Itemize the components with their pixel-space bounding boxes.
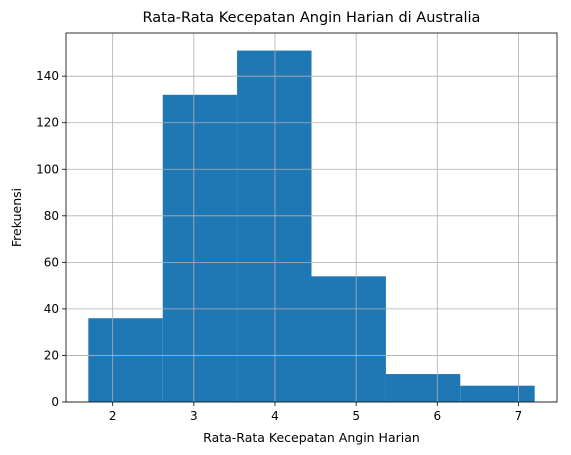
plot-border <box>65 32 558 403</box>
y-tick-label-7: 120 <box>36 116 59 130</box>
y-axis-ticks: 0 20 40 60 80 100 120 140 <box>36 69 66 409</box>
histogram-bar-6 <box>460 385 535 402</box>
y-tick-label-4: 60 <box>44 255 59 269</box>
x-tick-label-5: 6 <box>433 409 441 423</box>
y-axis-label: Frekuensi <box>9 188 24 247</box>
x-tick-label-2: 3 <box>190 409 198 423</box>
histogram-bar-3 <box>237 50 312 402</box>
grid-lines <box>66 33 557 403</box>
chart-title: Rata-Rata Kecepatan Angin Harian di Aust… <box>143 10 481 26</box>
x-tick-label-3: 4 <box>271 409 279 423</box>
y-tick-label-2: 20 <box>44 348 59 362</box>
y-tick-label-6: 100 <box>36 162 59 176</box>
y-tick-label-1: 0 <box>51 395 59 409</box>
histogram-bar-4 <box>311 276 386 402</box>
histogram-bar-5 <box>385 374 461 402</box>
x-tick-label-4: 5 <box>352 409 360 423</box>
histogram-bar-1 <box>88 318 163 402</box>
plot-frame <box>65 32 558 403</box>
histogram-bar-2 <box>162 94 238 402</box>
y-tick-label-8: 140 <box>36 69 59 83</box>
x-axis-ticks: 2 3 4 5 6 7 <box>109 402 522 423</box>
x-tick-label-6: 7 <box>515 409 523 423</box>
x-tick-label-1: 2 <box>109 409 117 423</box>
histogram-bars <box>88 50 535 402</box>
y-tick-label-3: 40 <box>44 302 59 316</box>
y-tick-label-5: 80 <box>44 209 59 223</box>
x-axis-label: Rata-Rata Kecepatan Angin Harian <box>203 430 420 445</box>
